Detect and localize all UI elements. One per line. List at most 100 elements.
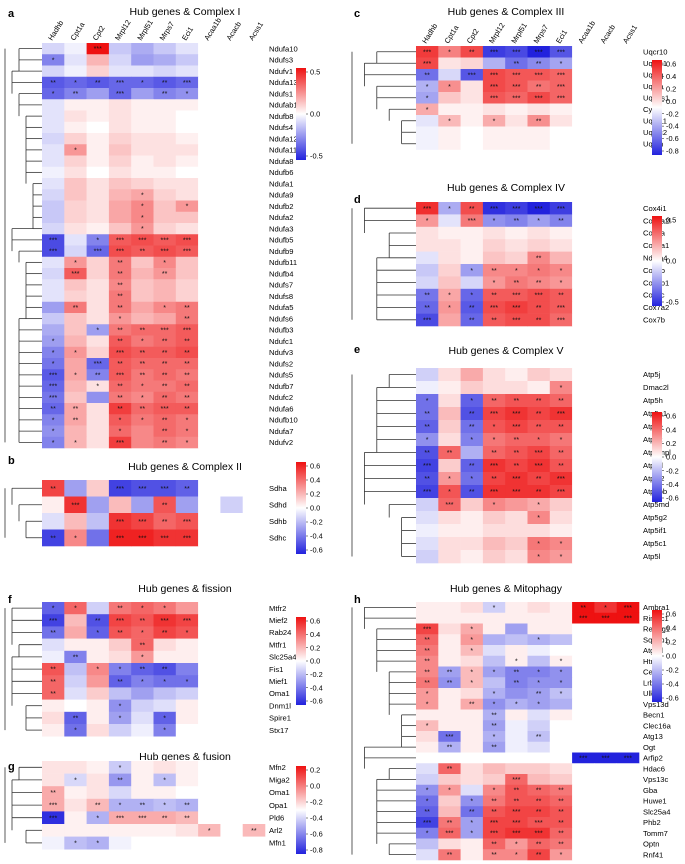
significance-star: ** [536, 852, 542, 859]
heatmap-cell [616, 276, 640, 290]
row-label: Ndufb3 [269, 326, 294, 335]
heatmap-cell [175, 626, 199, 639]
heatmap-cell [108, 513, 132, 530]
heatmap-cell [416, 774, 439, 786]
heatmap-cell [438, 688, 461, 700]
significance-star: * [96, 667, 99, 674]
heatmap-cell [460, 763, 484, 775]
row-label: Uqcr10 [643, 47, 667, 56]
heatmap-cell [594, 446, 617, 460]
heatmap-cell [64, 178, 87, 190]
heatmap-cell [220, 43, 243, 55]
heatmap-cell [86, 425, 110, 438]
heatmap-cell [42, 638, 65, 652]
heatmap-cell [86, 166, 110, 179]
heatmap-cell [108, 65, 132, 78]
heatmap-cell [527, 420, 551, 434]
significance-star: *** [468, 218, 476, 225]
heatmap-cell [86, 638, 110, 652]
heatmap-cell [64, 369, 87, 381]
heatmap-cell [108, 602, 132, 615]
significance-star: *** [512, 206, 520, 213]
heatmap-cell [42, 811, 65, 825]
heatmap-cell [594, 511, 617, 525]
heatmap-cell [242, 178, 266, 190]
significance-star: ** [558, 841, 564, 848]
heatmap-cell [594, 226, 617, 240]
heatmap-cell [505, 138, 528, 150]
heatmap-cell [42, 189, 65, 201]
heatmap-cell [64, 76, 87, 89]
panel-letter: h [354, 594, 361, 606]
heatmap-cell [527, 103, 551, 116]
heatmap-cell [594, 795, 617, 807]
heatmap-cell [175, 798, 199, 812]
heatmap-cell [153, 279, 177, 291]
heatmap-cell [131, 178, 154, 190]
heatmap-cell [220, 798, 243, 812]
heatmap-cell [86, 65, 110, 78]
heatmap-cell [42, 425, 65, 438]
significance-star: ** [95, 618, 101, 625]
heatmap-cell [86, 369, 110, 381]
heatmap-cell [175, 335, 199, 348]
heatmap-cell [549, 138, 573, 150]
heatmap-cell [616, 537, 640, 551]
row-label: Mief2 [269, 616, 288, 625]
significance-star: ** [514, 788, 520, 795]
heatmap-cell [108, 76, 132, 89]
heatmap-cell [416, 381, 439, 395]
row-label: Clec16a [643, 721, 672, 730]
heatmap-cell [460, 634, 484, 646]
heatmap-cell [86, 144, 110, 156]
significance-star: ** [162, 271, 168, 278]
heatmap-cell [482, 498, 506, 512]
heatmap-cell [438, 849, 461, 861]
colorbar-tick-label: 0.0 [666, 97, 676, 106]
heatmap-cell [549, 741, 573, 753]
heatmap-cell [175, 223, 199, 235]
heatmap-cell [482, 511, 506, 525]
significance-star: * [163, 728, 166, 735]
heatmap-cell [594, 720, 617, 732]
heatmap-cell [482, 537, 506, 551]
colorbar-tick-label: -0.6 [310, 697, 323, 706]
significance-star: * [560, 280, 563, 287]
heatmap-cell [220, 290, 243, 303]
significance-star: * [96, 237, 99, 244]
heatmap-cell [64, 155, 87, 168]
heatmap-cell [572, 634, 595, 646]
significance-star: ** [50, 80, 56, 87]
heatmap-cell [153, 223, 177, 235]
heatmap-cell [86, 88, 110, 100]
heatmap-cell [220, 687, 243, 700]
heatmap-cell [549, 849, 573, 861]
significance-star: *** [161, 486, 169, 493]
row-label: Ulk1 [643, 689, 658, 698]
heatmap-cell [527, 472, 551, 486]
panel-title: Hub genes & Complex IV [447, 182, 565, 194]
significance-star: ** [558, 788, 564, 795]
heatmap-cell [64, 836, 87, 850]
significance-star: ** [491, 841, 497, 848]
panel-title: Hub genes & Mitophagy [450, 583, 563, 595]
heatmap-cell [549, 115, 573, 127]
significance-star: * [470, 648, 473, 655]
significance-star: * [560, 680, 563, 687]
heatmap-cell [175, 43, 199, 55]
heatmap-cell [108, 279, 132, 291]
significance-star: ** [424, 809, 430, 816]
heatmap-cell [616, 115, 640, 127]
heatmap-cell [438, 537, 461, 551]
heatmap-cell [86, 687, 110, 700]
heatmap-cell [594, 202, 617, 215]
heatmap-cell [572, 774, 595, 786]
significance-star: ** [73, 91, 79, 98]
heatmap-cell [220, 369, 243, 381]
heatmap-cell [572, 381, 595, 395]
heatmap-cell [175, 836, 199, 850]
significance-star: ** [536, 61, 542, 68]
heatmap-cell [616, 666, 640, 678]
significance-star: *** [512, 476, 520, 483]
heatmap-cell [616, 264, 640, 277]
